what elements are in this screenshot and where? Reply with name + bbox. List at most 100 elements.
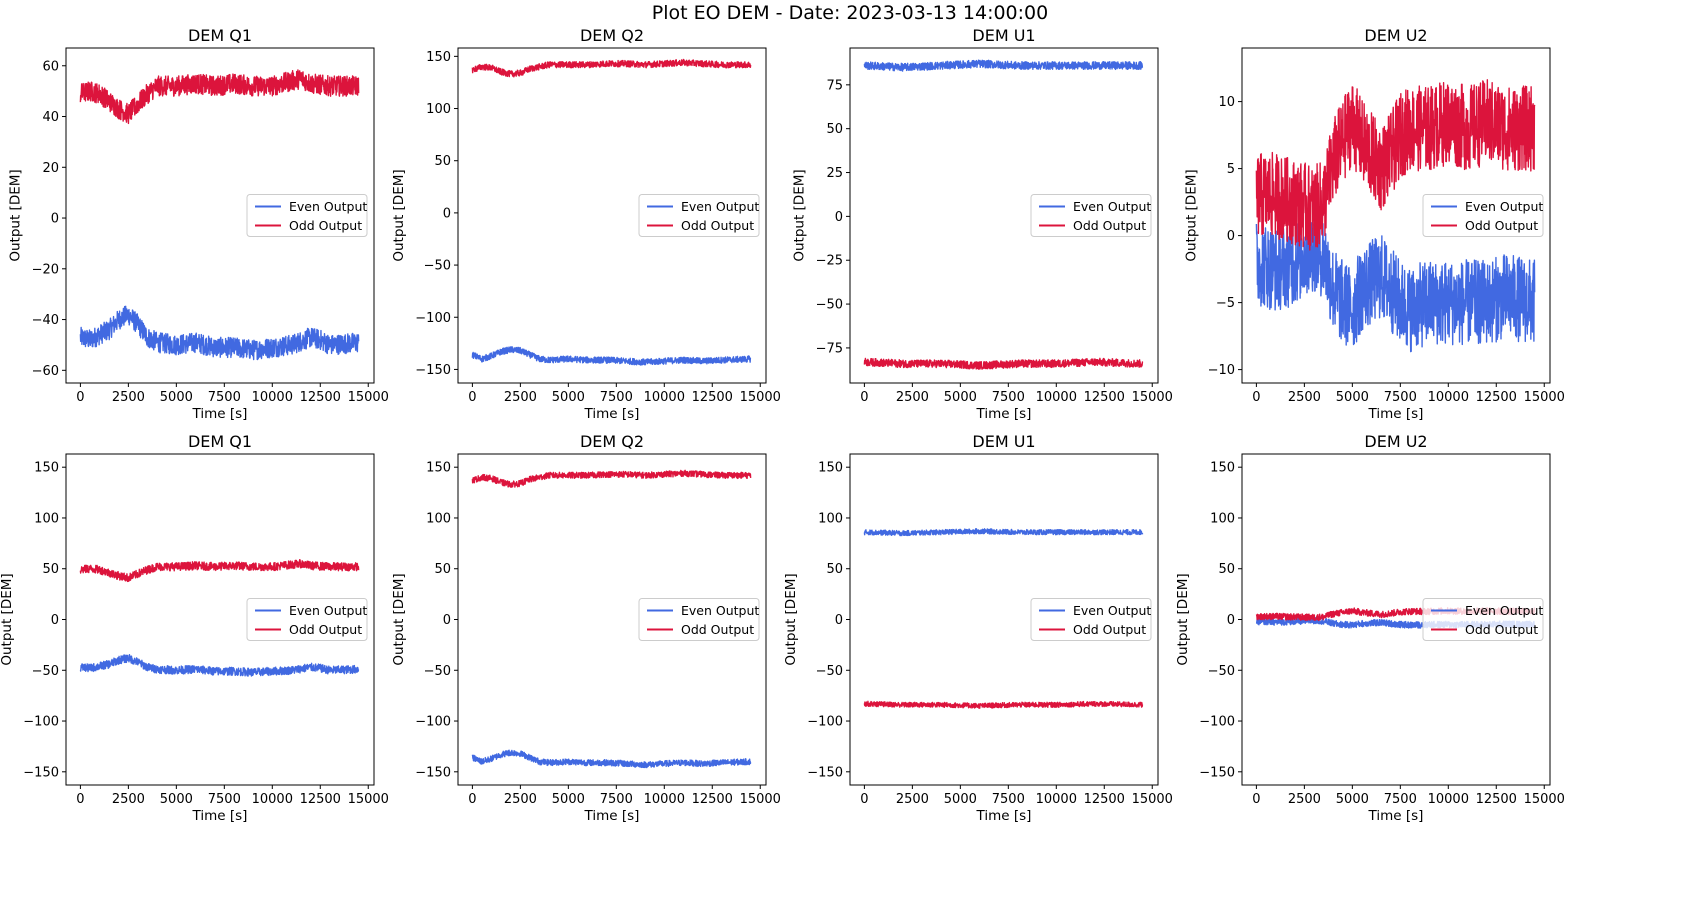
x-tick-label: 12500 — [692, 390, 733, 405]
y-tick-label: 100 — [426, 102, 451, 117]
legend: Even Output Odd Output — [1423, 195, 1543, 237]
x-tick-label: 10000 — [252, 792, 293, 807]
legend-label-even: Even Output — [1465, 603, 1543, 618]
x-tick-label: 7500 — [208, 390, 241, 405]
y-tick-label: −150 — [807, 765, 843, 780]
legend: Even Output Odd Output — [1423, 599, 1543, 641]
y-tick-label: −20 — [32, 262, 59, 277]
x-tick-label: 7500 — [992, 792, 1025, 807]
subplot-4: 0 2500 5000 7500 10000 12500 15000 −10 −5 0 5 10 DEM… — [1183, 26, 1565, 422]
series-line-even — [80, 306, 358, 359]
x-tick-label: 12500 — [300, 390, 341, 405]
figure-title: Plot EO DEM - Date: 2023-03-13 14:00:00 — [652, 2, 1048, 24]
y-tick-label: 50 — [42, 562, 59, 577]
x-tick-label: 10000 — [1428, 390, 1469, 405]
y-tick-label: 0 — [51, 613, 59, 628]
subplot-title: DEM U2 — [1364, 432, 1427, 451]
subplot-title: DEM Q2 — [580, 26, 644, 45]
y-tick-label: 150 — [426, 461, 451, 476]
x-tick-label: 10000 — [1036, 390, 1077, 405]
x-tick-label: 7500 — [600, 792, 633, 807]
y-tick-label: −100 — [23, 715, 59, 730]
legend: Even Output Odd Output — [247, 195, 367, 237]
y-tick-label: −25 — [816, 254, 843, 269]
legend-label-even: Even Output — [1073, 603, 1151, 618]
series-line-even — [472, 750, 750, 767]
x-axis-label: Time [s] — [192, 808, 248, 824]
y-tick-label: 50 — [826, 562, 843, 577]
series-line-even — [864, 529, 1142, 536]
subplot-title: DEM U1 — [972, 26, 1035, 45]
x-axis-label: Time [s] — [192, 406, 248, 422]
x-tick-label: 2500 — [504, 792, 537, 807]
y-tick-label: 50 — [434, 154, 451, 169]
x-tick-label: 0 — [76, 390, 84, 405]
x-axis-label: Time [s] — [976, 406, 1032, 422]
y-axis-label: Output [DEM] — [1183, 169, 1199, 261]
y-axis-label: Output [DEM] — [7, 169, 23, 261]
x-tick-label: 5000 — [552, 390, 585, 405]
y-tick-label: −10 — [1208, 363, 1235, 378]
y-tick-label: 10 — [1218, 95, 1235, 110]
y-tick-label: 0 — [443, 613, 451, 628]
x-tick-label: 2500 — [504, 390, 537, 405]
subplot-title: DEM Q2 — [580, 432, 644, 451]
y-tick-label: −150 — [415, 363, 451, 378]
y-tick-label: −50 — [424, 259, 451, 274]
legend: Even Output Odd Output — [639, 195, 759, 237]
x-tick-label: 7500 — [992, 390, 1025, 405]
y-tick-label: −50 — [32, 664, 59, 679]
x-tick-label: 10000 — [1428, 792, 1469, 807]
x-tick-label: 12500 — [1084, 792, 1125, 807]
y-tick-label: 0 — [443, 206, 451, 221]
x-tick-label: 7500 — [1384, 792, 1417, 807]
legend-label-odd: Odd Output — [1465, 622, 1538, 637]
x-tick-label: 2500 — [1288, 390, 1321, 405]
x-tick-label: 2500 — [112, 390, 145, 405]
y-tick-label: 100 — [1210, 511, 1235, 526]
x-tick-label: 12500 — [1476, 792, 1517, 807]
subplot-6: 0 2500 5000 7500 10000 12500 15000 −150 −100 −50 0… — [391, 432, 781, 824]
y-tick-label: 50 — [434, 562, 451, 577]
legend-label-even: Even Output — [289, 199, 367, 214]
x-tick-label: 7500 — [1384, 390, 1417, 405]
subplot-3: 0 2500 5000 7500 10000 12500 15000−75−50−25025… — [791, 26, 1173, 422]
x-axis-label: Time [s] — [976, 808, 1032, 824]
series-line-odd — [864, 701, 1142, 708]
x-tick-label: 15000 — [348, 390, 389, 405]
x-tick-label: 15000 — [1524, 792, 1565, 807]
legend-label-even: Even Output — [1073, 199, 1151, 214]
y-tick-label: 100 — [426, 511, 451, 526]
x-tick-label: 12500 — [692, 792, 733, 807]
legend-label-odd: Odd Output — [289, 622, 362, 637]
subplot-2: 0 2500 5000 7500 10000 12500 15000−150−100−500… — [391, 26, 781, 422]
y-tick-label: 25 — [826, 166, 843, 181]
subplot-8: 0 2500 5000 7500 10000 12500 15000−150−100−500… — [1175, 432, 1565, 824]
legend: Even Output Odd Output — [247, 599, 367, 641]
x-axis-label: Time [s] — [584, 406, 640, 422]
legend-label-odd: Odd Output — [1073, 218, 1146, 233]
y-tick-label: −75 — [816, 341, 843, 356]
legend-label-odd: Odd Output — [1465, 218, 1538, 233]
y-tick-label: −150 — [415, 765, 451, 780]
x-tick-label: 5000 — [1336, 390, 1369, 405]
x-tick-label: 2500 — [896, 390, 929, 405]
y-axis-label: Output [DEM] — [783, 573, 799, 665]
y-axis-label: Output [DEM] — [791, 169, 807, 261]
y-tick-label: −50 — [424, 664, 451, 679]
y-tick-label: 0 — [1227, 229, 1235, 244]
legend: Even Output Odd Output — [639, 599, 759, 641]
x-tick-label: 5000 — [944, 390, 977, 405]
series-line-odd — [472, 60, 750, 77]
y-tick-label: 50 — [1218, 562, 1235, 577]
x-tick-label: 15000 — [740, 792, 781, 807]
y-tick-label: 0 — [835, 613, 843, 628]
x-tick-label: 0 — [860, 792, 868, 807]
y-tick-label: −50 — [1208, 664, 1235, 679]
x-tick-label: 0 — [1252, 390, 1260, 405]
y-tick-label: 100 — [34, 511, 59, 526]
x-tick-label: 5000 — [944, 792, 977, 807]
y-tick-label: 20 — [42, 161, 59, 176]
y-tick-label: 50 — [826, 122, 843, 137]
